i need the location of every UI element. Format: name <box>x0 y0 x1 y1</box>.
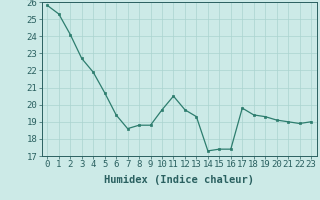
X-axis label: Humidex (Indice chaleur): Humidex (Indice chaleur) <box>104 175 254 185</box>
